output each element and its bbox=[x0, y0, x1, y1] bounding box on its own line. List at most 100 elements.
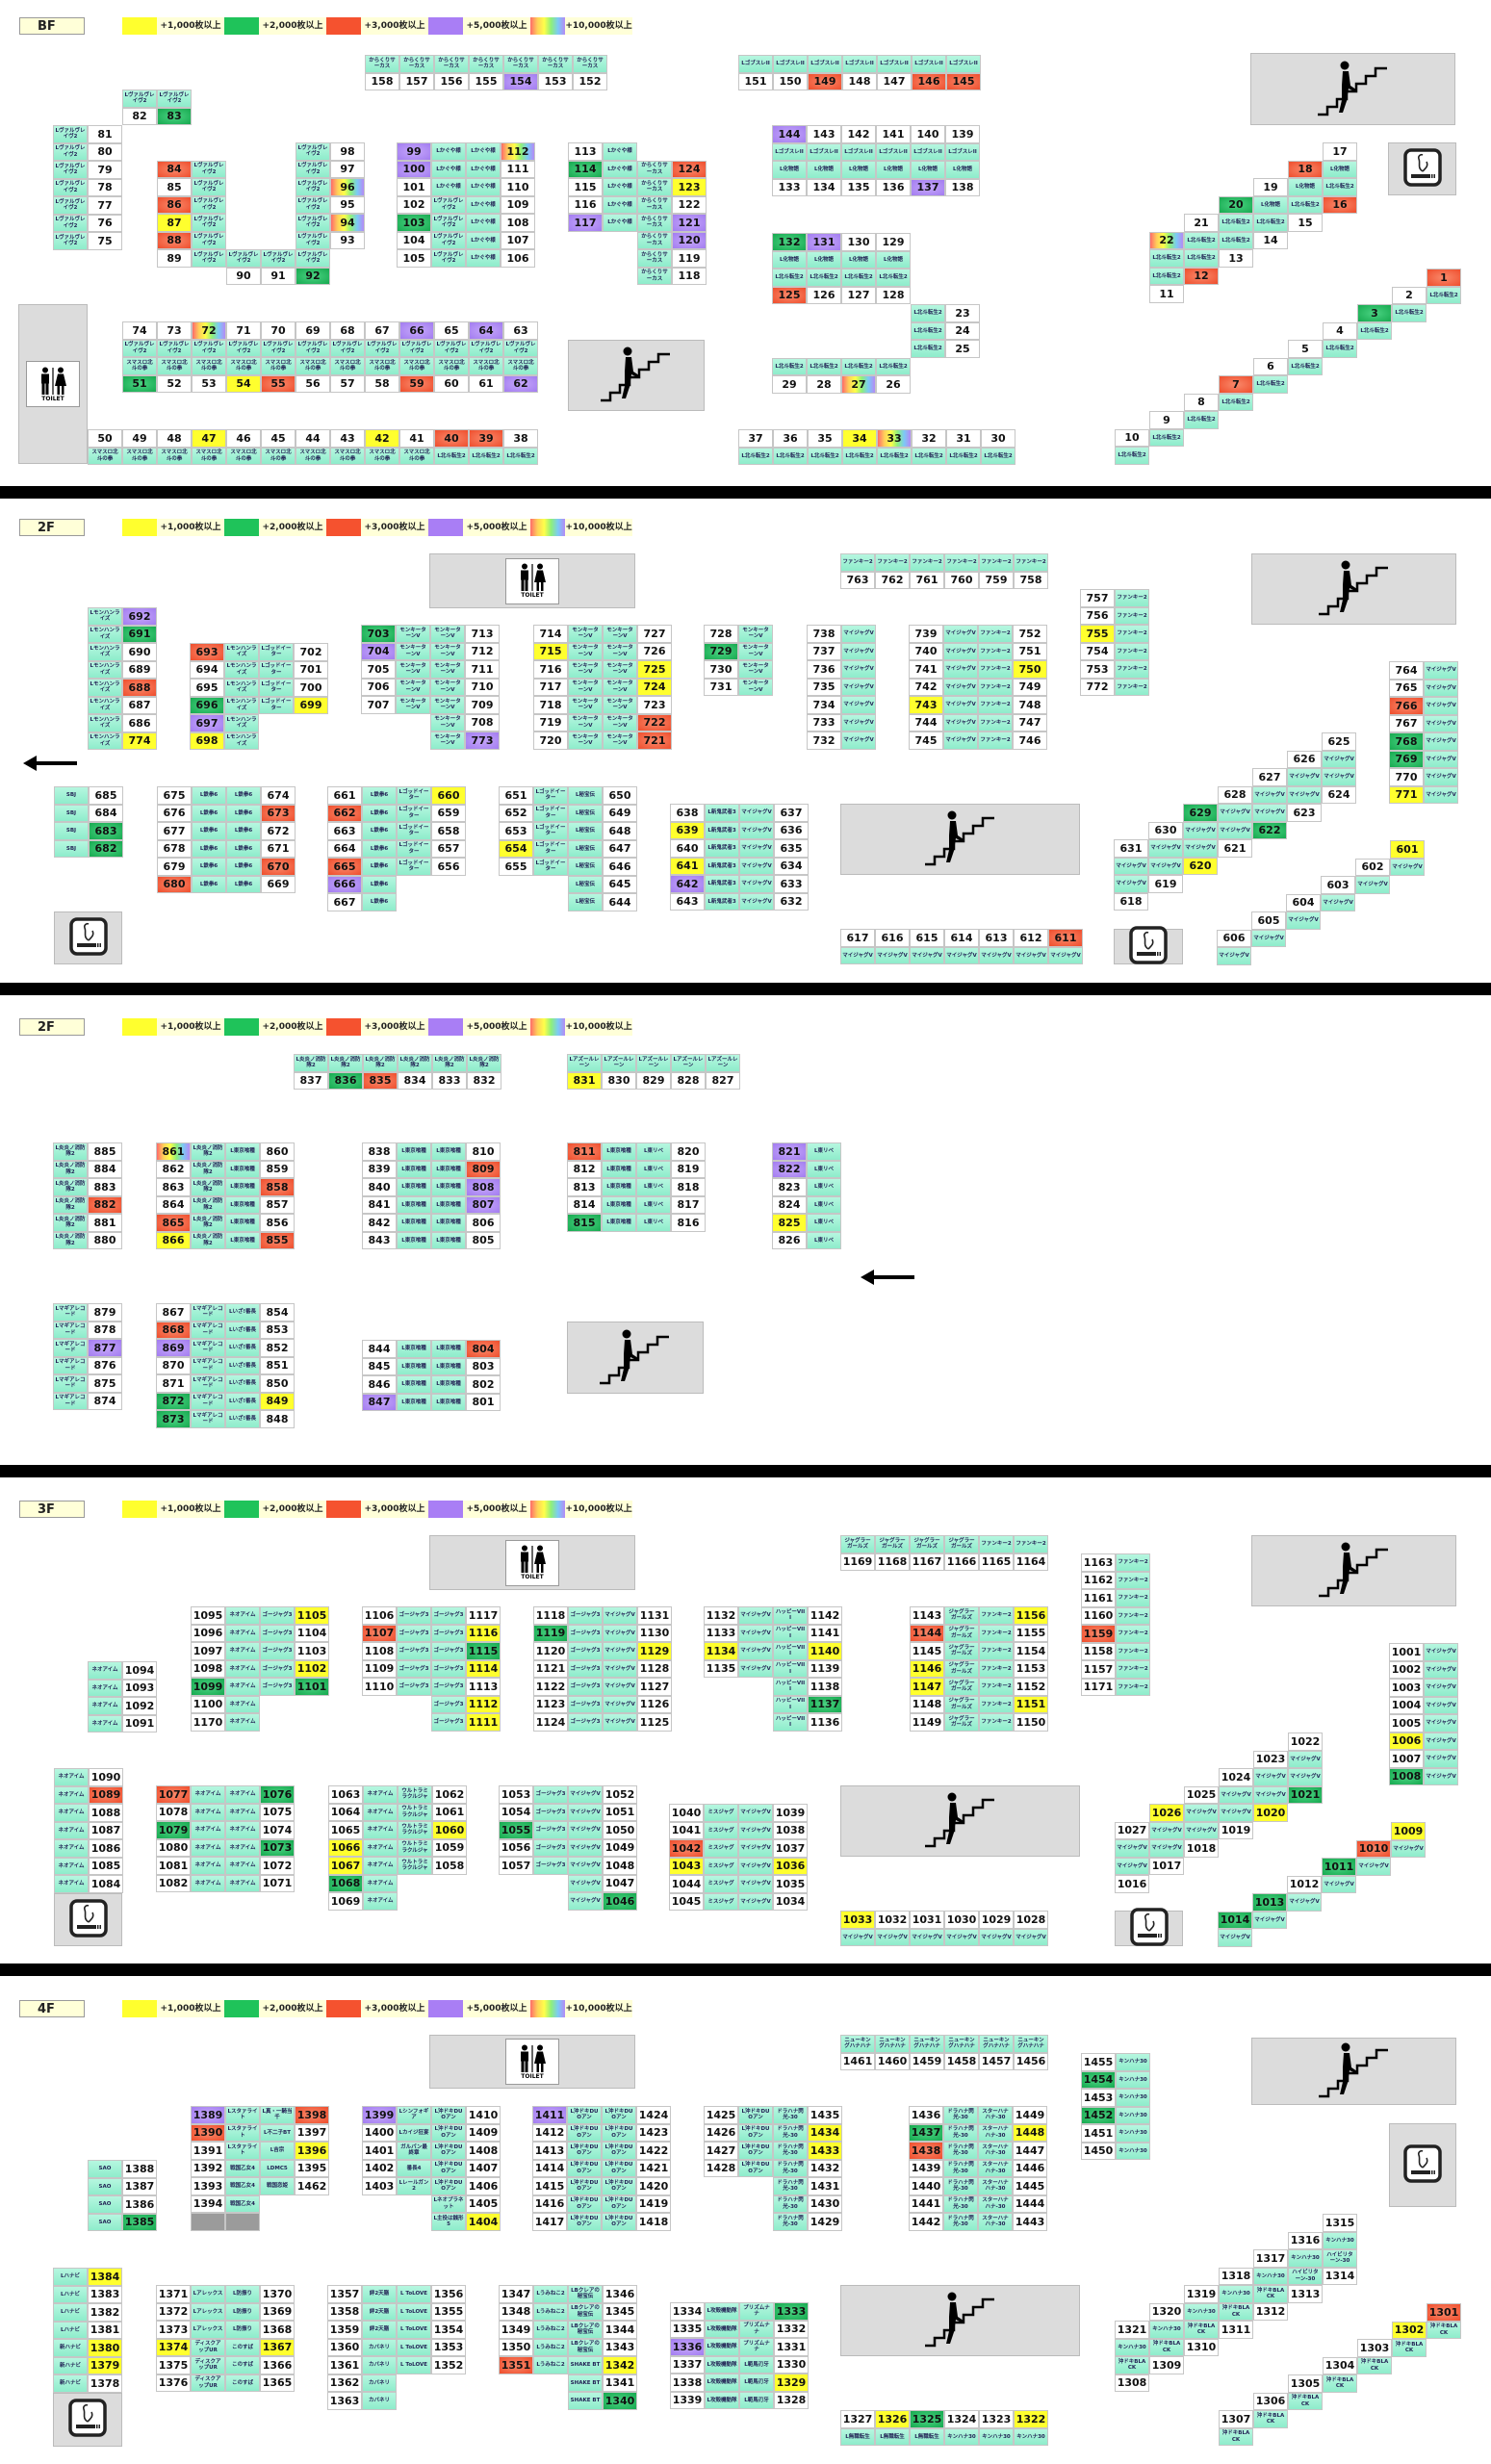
legend-swatch-4 bbox=[530, 1501, 565, 1518]
machine-number-cell: 819 bbox=[671, 1160, 706, 1178]
machine-number-cell: 882 bbox=[88, 1195, 122, 1214]
machine-number-cell: 1009 bbox=[1391, 1822, 1426, 1840]
machine-model-label: マイジャグV bbox=[841, 660, 876, 679]
machine-model-label: Lマギアレコード bbox=[53, 1374, 88, 1393]
machine-number-cell: 57 bbox=[330, 374, 365, 393]
machine-number-cell: 1013 bbox=[1252, 1893, 1287, 1912]
machine-number-cell: 673 bbox=[261, 804, 296, 822]
machine-number-cell: 152 bbox=[573, 72, 607, 90]
machine-number-cell: 113 bbox=[568, 142, 603, 161]
machine-number-cell: 54 bbox=[226, 374, 261, 393]
machine-model-label: マイジャグV bbox=[1148, 857, 1183, 875]
floor-divider bbox=[0, 486, 1491, 499]
machine-number-cell: 691 bbox=[122, 625, 157, 643]
machine-model-label: L新鬼武者3 bbox=[705, 821, 739, 839]
machine-model-label: ジャグラーガールズ bbox=[944, 1659, 979, 1678]
machine-model-label: マイジャグV bbox=[603, 1713, 637, 1732]
machine-number-cell: 671 bbox=[261, 839, 296, 858]
machine-number-cell: 1090 bbox=[89, 1768, 123, 1786]
machine-number-cell: 33 bbox=[877, 429, 912, 448]
machine-number-cell: 678 bbox=[157, 839, 192, 858]
machine-number-cell: 1427 bbox=[704, 2142, 738, 2160]
machine-model-label: マイジャグV bbox=[1115, 1857, 1149, 1875]
machine-number-cell: 1317 bbox=[1253, 2249, 1288, 2268]
machine-model-label: Lゴッドイーター bbox=[397, 804, 431, 822]
machine-model-label: スマスロ北斗の拳 bbox=[122, 357, 157, 375]
machine-model-label: Lかぐや様 bbox=[466, 231, 501, 249]
machine-number-cell: 1058 bbox=[432, 1857, 467, 1875]
machine-model-label: L北斗転生2 bbox=[1219, 393, 1253, 411]
machine-number-cell: 1036 bbox=[773, 1857, 808, 1875]
machine-model-label: L北斗転生2 bbox=[1219, 214, 1253, 232]
machine-model-label: ゴージャグ3 bbox=[568, 1624, 603, 1642]
machine-number-cell: 710 bbox=[465, 678, 500, 696]
machine-model-label: L東京喰種 bbox=[431, 1340, 466, 1358]
machine-number-cell: 1437 bbox=[909, 2123, 943, 2142]
machine-model-label: キンハナ30 bbox=[1115, 2338, 1149, 2356]
machine-number-cell: 706 bbox=[361, 678, 396, 696]
machine-model-label: モンキーターンV bbox=[430, 678, 465, 696]
machine-model-label: L北斗転生2 bbox=[911, 304, 945, 322]
legend-swatch-1 bbox=[224, 17, 259, 35]
machine-number-cell: 1023 bbox=[1253, 1750, 1288, 1768]
machine-number-cell: 1394 bbox=[191, 2194, 225, 2213]
machine-model-label: Lかぐや様 bbox=[466, 178, 501, 196]
machine-number-cell: 623 bbox=[1287, 804, 1322, 822]
machine-number-cell: 697 bbox=[190, 714, 224, 732]
machine-model-label: モンキーターンV bbox=[568, 642, 603, 660]
machine-model-label: マイジャグV bbox=[875, 946, 910, 964]
machine-model-label: マイジャグV bbox=[1424, 768, 1458, 786]
machine-model-label: マイジャグV bbox=[603, 1606, 637, 1625]
machine-number-cell: 1328 bbox=[774, 2391, 809, 2409]
machine-model-label: マイジャグV bbox=[841, 625, 876, 643]
machine-model-label: マイジャグV bbox=[1321, 893, 1355, 911]
machine-model-label: L鉄拳6 bbox=[226, 858, 261, 876]
machine-model-label: このすば bbox=[225, 2374, 260, 2392]
machine-number-cell: 95 bbox=[330, 195, 365, 214]
machine-model-label: ハッピーVIII bbox=[773, 1695, 808, 1713]
machine-number-cell: 1052 bbox=[603, 1785, 637, 1804]
machine-number-cell: 758 bbox=[1014, 571, 1048, 589]
machine-number-cell: 814 bbox=[567, 1195, 602, 1214]
machine-model-label: Lヴァルヴレイヴ2 bbox=[192, 231, 226, 249]
machine-number-cell: 1347 bbox=[499, 2285, 533, 2303]
machine-model-label: ジャグラーガールズ bbox=[944, 1606, 979, 1625]
machine-number-cell: 645 bbox=[603, 875, 637, 893]
machine-model-label: L化物語 bbox=[876, 250, 911, 269]
machine-model-label: LBクレアの秘宝伝 bbox=[568, 2302, 603, 2321]
machine-model-label: スマスロ北斗の拳 bbox=[192, 357, 226, 375]
machine-number-cell: 40 bbox=[434, 429, 469, 448]
machine-model-label: マイジャグV bbox=[603, 1659, 637, 1678]
machine-number-cell: 624 bbox=[1322, 785, 1356, 804]
machine-number-cell: 1161 bbox=[1081, 1589, 1116, 1607]
machine-number-cell: 1140 bbox=[808, 1642, 842, 1660]
machine-model-label: Lかぐや様 bbox=[466, 195, 501, 214]
machine-number-cell: 1452 bbox=[1081, 2106, 1116, 2124]
machine-number-cell: 1021 bbox=[1288, 1785, 1323, 1804]
machine-model-label: L攻殻機動隊 bbox=[705, 2320, 739, 2338]
machine-model-label: キンハナ30 bbox=[1116, 2106, 1150, 2124]
machine-model-label: ファンキー2 bbox=[1115, 678, 1149, 696]
machine-number-cell: 63 bbox=[503, 321, 538, 340]
legend-label: +5,000枚以上 bbox=[463, 1018, 530, 1036]
machine-model-label: ドラハナ閃光-30 bbox=[773, 2106, 808, 2124]
machine-number-cell: 1101 bbox=[295, 1678, 329, 1696]
machine-number-cell: 807 bbox=[466, 1195, 501, 1214]
machine-number-cell: 1450 bbox=[1081, 2142, 1116, 2160]
machine-number-cell: 1336 bbox=[670, 2338, 705, 2356]
machine-model-label: モンキーターンV bbox=[603, 625, 637, 643]
machine-number-cell: 1334 bbox=[670, 2302, 705, 2321]
machine-number-cell: 840 bbox=[362, 1178, 397, 1196]
machine-model-label: Lヴァルヴレイヴ2 bbox=[431, 231, 466, 249]
machine-number-cell: 66 bbox=[399, 321, 434, 340]
machine-number-cell: 84 bbox=[157, 160, 192, 178]
machine-model-label: ミスジャグ bbox=[704, 1892, 738, 1911]
machine-number-cell: 138 bbox=[945, 178, 980, 196]
machine-number-cell: 1085 bbox=[89, 1857, 123, 1875]
machine-number-cell: 637 bbox=[774, 804, 809, 822]
machine-number-cell: 50 bbox=[88, 429, 122, 448]
machine-model-label: L秘宝伝 bbox=[568, 893, 603, 911]
machine-model-label: ドラハナ閃光-30 bbox=[943, 2142, 978, 2160]
machine-model-label: Lかぐや様 bbox=[466, 249, 501, 268]
machine-number-cell: 1097 bbox=[191, 1642, 225, 1660]
